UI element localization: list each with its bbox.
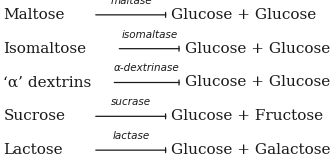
Text: maltase: maltase (110, 0, 152, 6)
Text: Glucose + Fructose: Glucose + Fructose (171, 109, 324, 123)
Text: Isomaltose: Isomaltose (3, 42, 86, 56)
Text: α-dextrinase: α-dextrinase (114, 63, 180, 73)
Text: Glucose + Galactose: Glucose + Galactose (171, 143, 331, 157)
Text: lactase: lactase (113, 131, 150, 141)
Text: Glucose + Glucose: Glucose + Glucose (185, 42, 330, 56)
Text: ‘α’ dextrins: ‘α’ dextrins (3, 76, 92, 89)
Text: Sucrose: Sucrose (3, 109, 66, 123)
Text: isomaltase: isomaltase (121, 30, 178, 40)
Text: Maltose: Maltose (3, 8, 65, 22)
Text: Glucose + Glucose: Glucose + Glucose (185, 76, 330, 89)
Text: Lactose: Lactose (3, 143, 63, 157)
Text: Glucose + Glucose: Glucose + Glucose (171, 8, 317, 22)
Text: sucrase: sucrase (111, 97, 151, 107)
